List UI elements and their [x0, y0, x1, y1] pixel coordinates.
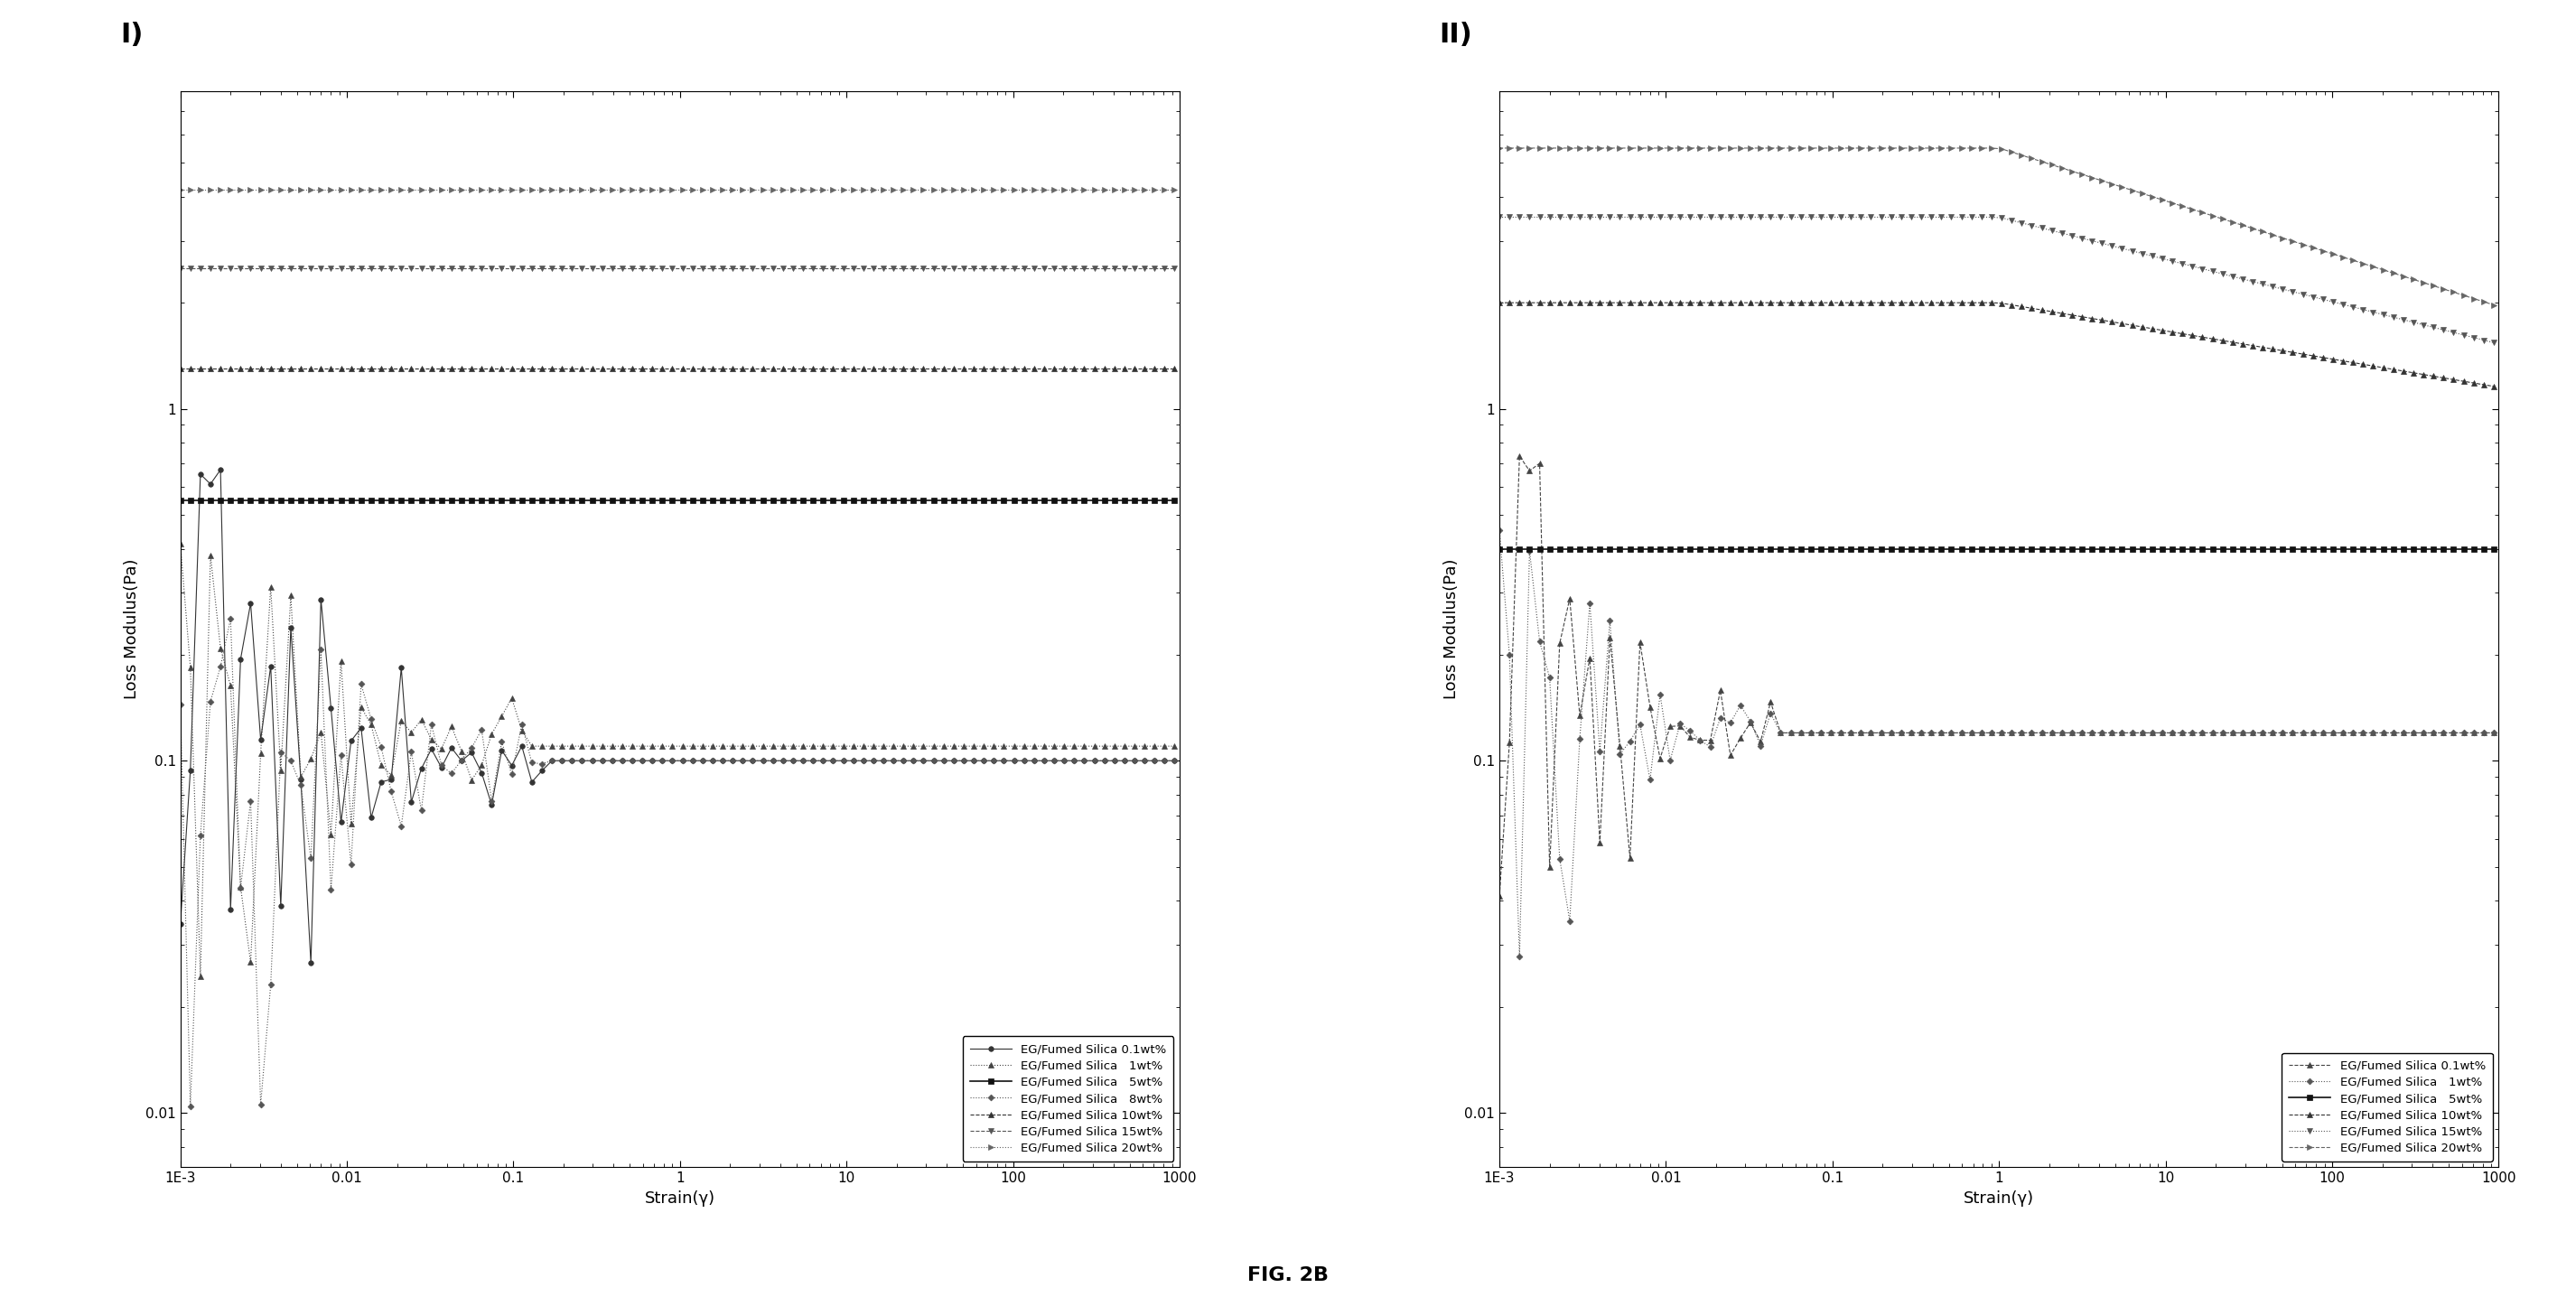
Text: II): II): [1440, 22, 1473, 48]
Legend: EG/Fumed Silica 0.1wt%, EG/Fumed Silica   1wt%, EG/Fumed Silica   5wt%, EG/Fumed: EG/Fumed Silica 0.1wt%, EG/Fumed Silica …: [2282, 1053, 2494, 1161]
X-axis label: Strain(γ): Strain(γ): [1963, 1191, 2035, 1206]
X-axis label: Strain(γ): Strain(γ): [644, 1191, 716, 1206]
Y-axis label: Loss Modulus(Pa): Loss Modulus(Pa): [1443, 559, 1461, 699]
Legend: EG/Fumed Silica 0.1wt%, EG/Fumed Silica   1wt%, EG/Fumed Silica   5wt%, EG/Fumed: EG/Fumed Silica 0.1wt%, EG/Fumed Silica …: [963, 1036, 1175, 1161]
Y-axis label: Loss Modulus(Pa): Loss Modulus(Pa): [124, 559, 142, 699]
Text: FIG. 2B: FIG. 2B: [1247, 1266, 1329, 1284]
Text: I): I): [121, 22, 144, 48]
